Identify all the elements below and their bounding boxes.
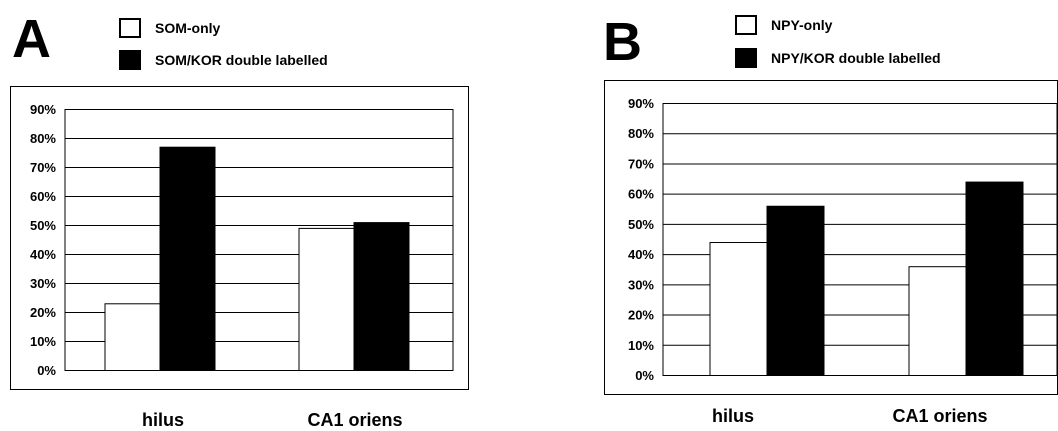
bar [965,181,1024,376]
plot-frame: 0% 10% 20% 30% 40% 50% 60% 70% 80% 90% [604,80,1058,395]
y-tick-label: 70% [628,156,654,171]
y-tick-label: 90% [30,102,56,117]
legend-swatch-white [119,18,141,38]
y-tick-label: 60% [628,187,654,202]
bar [766,205,825,376]
x-category-label: CA1 oriens [307,410,403,430]
panel-label: B [603,12,642,72]
bar [159,146,216,372]
legend-entry: SOM-only [119,18,220,38]
chart-panel-a: A SOM-only SOM/KOR double labelled 0% 10%… [0,0,470,430]
bar [298,227,355,371]
y-tick-label: 90% [628,96,654,111]
y-tick-label: 50% [628,217,654,232]
legend-swatch-black [735,48,757,68]
bar [709,242,768,376]
y-tick-label: 0% [37,363,56,378]
y-tick-label: 10% [628,338,654,353]
y-tick-label: 80% [30,131,56,146]
plot-area-border [64,109,454,371]
x-category-label: hilus [141,410,184,430]
bar [104,303,161,371]
bar-chart: 0% 10% 20% 30% 40% 50% 60% 70% 80% 90% [628,96,1058,383]
x-category-label: CA1 oriens [892,406,988,426]
legend-label: NPY/KOR double labelled [771,50,941,66]
y-tick-label: 50% [30,218,56,233]
bar [353,222,410,371]
y-tick-label: 40% [628,247,654,262]
legend-swatch-black [119,50,141,70]
y-tick-label: 30% [628,277,654,292]
plot-frame: 0% 10% 20% 30% 40% 50% 60% 70% 80% 90% [10,86,469,390]
y-tick-label: 20% [628,308,654,323]
y-tick-label: 70% [30,160,56,175]
bar [908,266,967,376]
legend-swatch-white [735,15,757,35]
panel-label: A [12,9,51,69]
y-tick-label: 80% [628,126,654,141]
y-tick-label: 40% [30,247,56,262]
legend-entry: NPY/KOR double labelled [735,48,941,68]
bar-chart: 0% 10% 20% 30% 40% 50% 60% 70% 80% 90% [30,102,454,378]
legend-entry: SOM/KOR double labelled [119,50,328,70]
legend-label: SOM-only [155,20,221,36]
chart-panel-b: B NPY-only NPY/KOR double labelled 0% 10%… [595,0,1058,430]
y-tick-label: 10% [30,334,56,349]
legend-label: SOM/KOR double labelled [155,52,328,68]
y-tick-label: 0% [635,368,654,383]
legend-label: NPY-only [771,17,833,33]
legend-entry: NPY-only [735,15,832,35]
y-tick-label: 60% [30,189,56,204]
x-category-label: hilus [711,406,754,426]
y-tick-label: 20% [30,305,56,320]
y-tick-label: 30% [30,276,56,291]
